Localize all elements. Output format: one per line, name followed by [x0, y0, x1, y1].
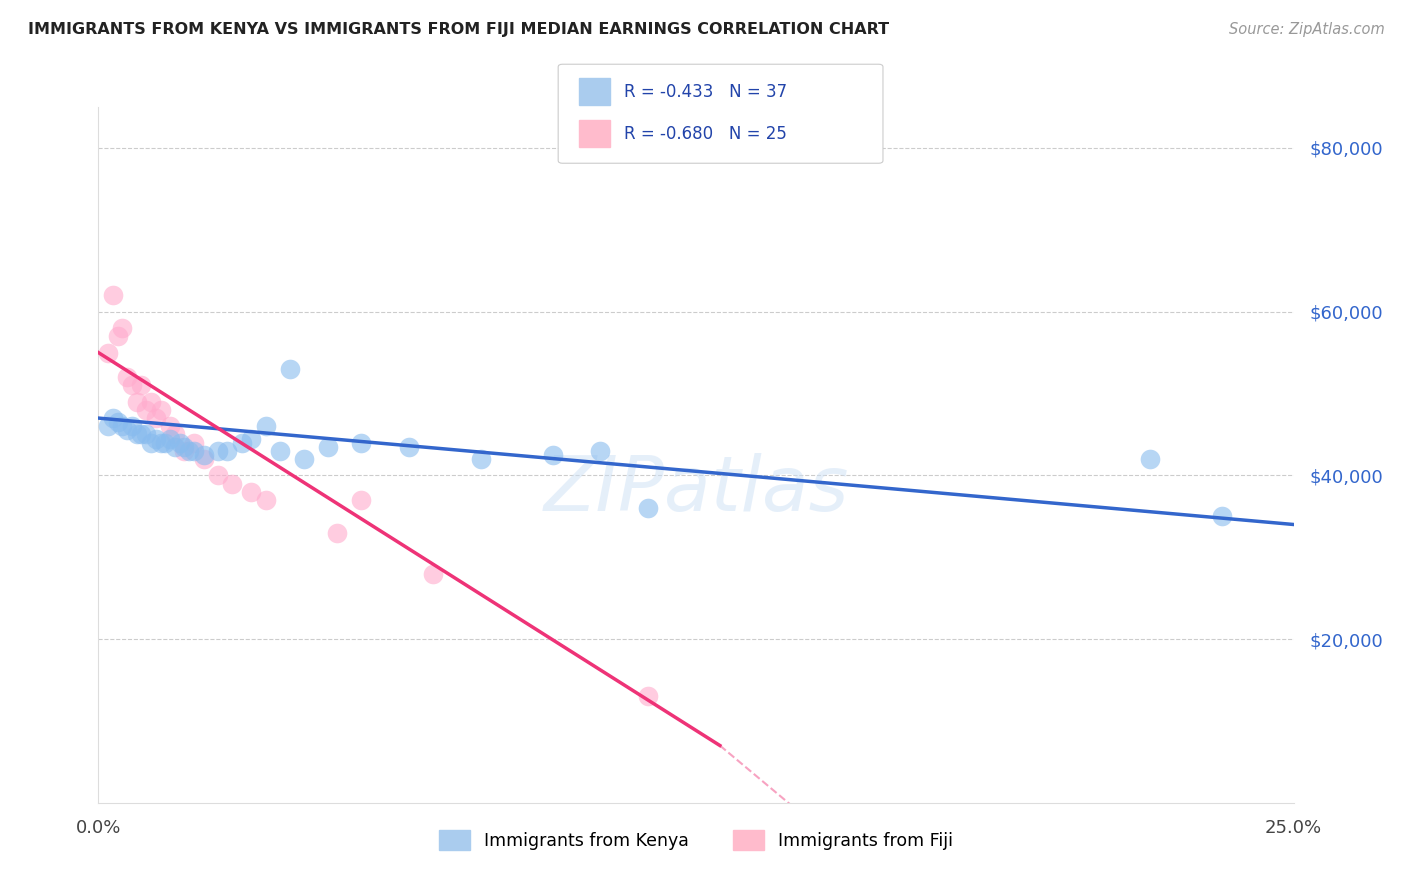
Point [173, 440, 195, 454]
Point [183, 443, 205, 458]
Point [139, 394, 162, 409]
Point [145, 411, 167, 425]
Point [131, 427, 153, 442]
Point [254, 492, 277, 507]
Point [149, 435, 172, 450]
Point [179, 443, 201, 458]
Point [101, 288, 124, 302]
Point [326, 525, 349, 540]
Point [193, 448, 215, 462]
Point [97, 345, 120, 359]
Point [350, 435, 373, 450]
Point [1211, 509, 1233, 524]
Point [422, 566, 444, 581]
Point [125, 394, 148, 409]
Point [269, 443, 291, 458]
Point [107, 329, 129, 343]
Text: ZIPatlas: ZIPatlas [543, 453, 849, 526]
Point [125, 427, 148, 442]
Point [217, 443, 239, 458]
Point [115, 370, 138, 384]
Point [111, 321, 134, 335]
Point [240, 432, 263, 446]
Point [292, 452, 315, 467]
Point [541, 448, 564, 462]
Point [101, 411, 124, 425]
Point [207, 443, 229, 458]
Point [111, 419, 134, 434]
Point [121, 419, 143, 434]
Legend: Immigrants from Kenya, Immigrants from Fiji: Immigrants from Kenya, Immigrants from F… [432, 822, 960, 856]
Point [155, 435, 177, 450]
Point [254, 419, 277, 434]
Point [173, 443, 195, 458]
Point [221, 476, 243, 491]
Point [231, 435, 253, 450]
Text: R = -0.433   N = 37: R = -0.433 N = 37 [624, 83, 787, 101]
Point [149, 403, 172, 417]
Text: R = -0.680   N = 25: R = -0.680 N = 25 [624, 125, 787, 143]
Point [589, 443, 612, 458]
Point [121, 378, 143, 392]
Point [183, 435, 205, 450]
Point [159, 419, 181, 434]
Point [316, 440, 339, 454]
Point [131, 378, 153, 392]
Point [637, 690, 659, 704]
Point [207, 468, 229, 483]
Text: IMMIGRANTS FROM KENYA VS IMMIGRANTS FROM FIJI MEDIAN EARNINGS CORRELATION CHART: IMMIGRANTS FROM KENYA VS IMMIGRANTS FROM… [28, 22, 889, 37]
Point [398, 440, 420, 454]
Point [115, 423, 138, 437]
Point [637, 501, 659, 516]
Point [169, 435, 191, 450]
Text: Source: ZipAtlas.com: Source: ZipAtlas.com [1229, 22, 1385, 37]
Point [163, 440, 186, 454]
Point [145, 432, 167, 446]
Point [1139, 452, 1161, 467]
Point [107, 415, 129, 429]
Point [97, 419, 120, 434]
Point [470, 452, 492, 467]
Point [135, 403, 157, 417]
Point [193, 452, 215, 467]
Point [139, 435, 162, 450]
Point [278, 362, 301, 376]
Point [163, 427, 186, 442]
Point [159, 432, 181, 446]
Point [135, 427, 157, 442]
Point [350, 492, 373, 507]
Point [240, 484, 263, 499]
